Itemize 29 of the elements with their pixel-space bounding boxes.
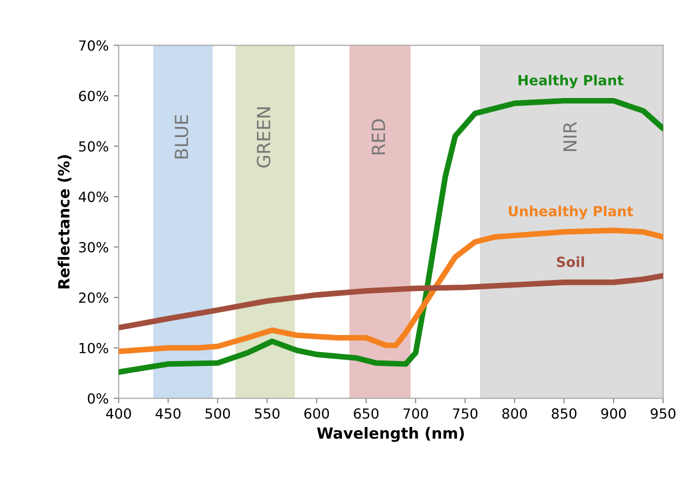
y-tick-label: 20% [79, 292, 108, 303]
x-tick-label: 650 [354, 408, 378, 419]
band-label: GREEN [256, 107, 270, 168]
y-tick-label: 10% [80, 342, 108, 354]
band-label: NIR [563, 122, 577, 152]
x-tick-label: 400 [106, 408, 131, 419]
band-label: RED [372, 119, 385, 154]
x-tick-label: 450 [156, 408, 180, 419]
y-tick-label: 70% [79, 40, 108, 51]
x-tick-label: 800 [502, 408, 527, 419]
x-tick-label: 750 [453, 408, 478, 419]
series-label: Healthy Plant [518, 74, 624, 88]
y-tick-label: 30% [79, 242, 108, 252]
y-tick-label: 40% [78, 192, 108, 202]
series-label: Unhealthy Plant [508, 206, 634, 220]
x-tick-label: 700 [404, 408, 428, 419]
x-tick-label: 850 [552, 408, 576, 419]
x-tick-label: 950 [650, 408, 676, 419]
series-label: Soil [557, 256, 584, 268]
y-tick-label: 0% [88, 393, 108, 404]
y-axis-title: Reflectance (%) [58, 155, 72, 288]
x-axis-title: Wavelength (nm) [317, 427, 464, 442]
y-tick-label: 50% [79, 141, 108, 152]
x-tick-label: 600 [304, 408, 329, 419]
y-tick-label: 60% [79, 90, 108, 102]
x-tick-label: 550 [254, 408, 280, 419]
x-tick-label: 500 [205, 408, 230, 419]
x-tick-label: 900 [601, 408, 626, 419]
band-label: BLUE [174, 115, 188, 158]
